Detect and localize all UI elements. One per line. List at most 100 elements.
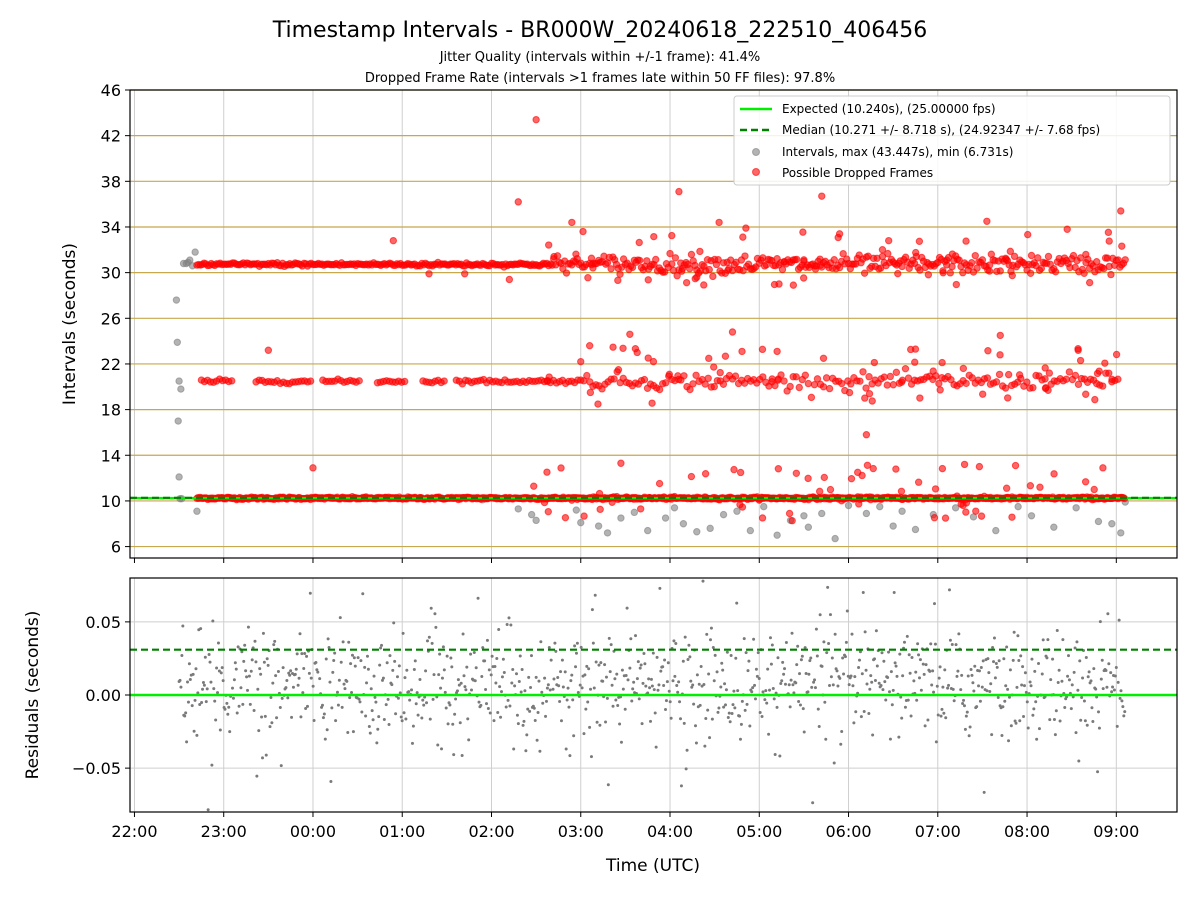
residual-point [643, 662, 647, 666]
residual-point [979, 666, 983, 670]
residual-point [556, 676, 560, 680]
dropped-point [545, 373, 553, 381]
dropped-point [648, 399, 656, 407]
interval-point [175, 473, 183, 481]
dropped-point [687, 250, 696, 259]
residual-point [535, 738, 539, 742]
residual-point [231, 686, 235, 690]
dropped-point [1101, 359, 1109, 367]
residual-point [493, 664, 497, 668]
dropped-point [674, 375, 683, 384]
residual-point [598, 723, 602, 727]
residual-point [649, 719, 653, 723]
residual-point [410, 741, 414, 745]
dropped-point [738, 347, 746, 356]
residual-point [704, 716, 708, 720]
dropped-point [863, 461, 872, 469]
residual-point [459, 681, 463, 685]
residual-point [732, 689, 736, 693]
interval-point [760, 502, 768, 511]
residual-point [1098, 620, 1102, 624]
residual-point [924, 663, 928, 667]
dropped-point [1093, 369, 1102, 378]
residual-point [721, 668, 725, 672]
residual-point [828, 684, 832, 688]
dropped-point [983, 217, 991, 225]
residual-point [527, 675, 531, 679]
residual-point [1049, 678, 1053, 682]
residual-point [553, 641, 557, 645]
residual-point [1041, 638, 1045, 642]
dropped-point [682, 278, 691, 287]
residual-point [739, 722, 743, 726]
dropped-point [959, 364, 968, 373]
residual-point [1037, 661, 1041, 665]
residual-point [436, 743, 440, 747]
residual-point [571, 698, 575, 702]
residual-point [575, 641, 579, 645]
residual-point [508, 704, 512, 708]
residual-point [321, 716, 325, 720]
residual-point [921, 662, 925, 666]
residual-point [1028, 680, 1032, 684]
dropped-point [1105, 369, 1113, 377]
residual-point [630, 699, 634, 703]
residual-point [563, 670, 567, 674]
dropped-point [686, 385, 694, 394]
residual-point [1001, 705, 1005, 709]
residual-point [388, 654, 392, 658]
residual-point [399, 715, 403, 719]
dropped-point [691, 274, 699, 283]
residual-point [384, 703, 388, 707]
dropped-point [1001, 384, 1010, 392]
residual-point [829, 675, 833, 679]
residual-point [211, 619, 215, 623]
residuals-panel: −0.05 0.00 0.05 22:00 23:00 00:00 01:00 02:00 0… [23, 577, 1178, 876]
residual-point [284, 686, 288, 690]
residual-point [351, 730, 355, 734]
dropped-point [975, 462, 984, 471]
interval-point [831, 534, 839, 543]
residual-point [440, 676, 444, 680]
residual-point [864, 668, 868, 672]
dropped-point [530, 482, 538, 490]
residual-point [431, 697, 435, 701]
dropped-point [971, 251, 979, 260]
residual-point [547, 645, 551, 649]
residual-point [908, 671, 912, 675]
residual-point [381, 676, 385, 680]
residual-point [1069, 707, 1073, 711]
residual-point [549, 658, 553, 662]
dropped-point [705, 354, 713, 363]
dropped-point [692, 371, 700, 379]
residual-point [897, 735, 901, 739]
dropped-point [771, 381, 779, 390]
residual-point [448, 703, 452, 707]
residual-point [338, 616, 342, 620]
residual-point [356, 656, 360, 660]
residual-point [657, 683, 661, 687]
residual-point [672, 639, 676, 643]
residual-point [587, 667, 591, 671]
residual-point [723, 682, 727, 686]
residual-point [1003, 699, 1007, 703]
dropped-point [992, 378, 1001, 386]
residual-point [1008, 668, 1012, 672]
residual-point [982, 790, 986, 794]
residual-point [270, 721, 274, 725]
dropped-point [938, 464, 947, 473]
residual-point [724, 688, 728, 692]
residual-point [584, 707, 588, 711]
dropped-point [633, 348, 641, 357]
residual-point [980, 685, 984, 689]
residual-point [823, 700, 827, 704]
residual-point [463, 685, 467, 689]
residual-point [1023, 671, 1027, 675]
residual-point [308, 591, 312, 595]
residual-point [677, 680, 681, 684]
residual-point [952, 699, 956, 703]
residual-point [725, 650, 729, 654]
residual-point [991, 645, 995, 649]
residual-point [252, 708, 256, 712]
residual-point [507, 616, 511, 620]
